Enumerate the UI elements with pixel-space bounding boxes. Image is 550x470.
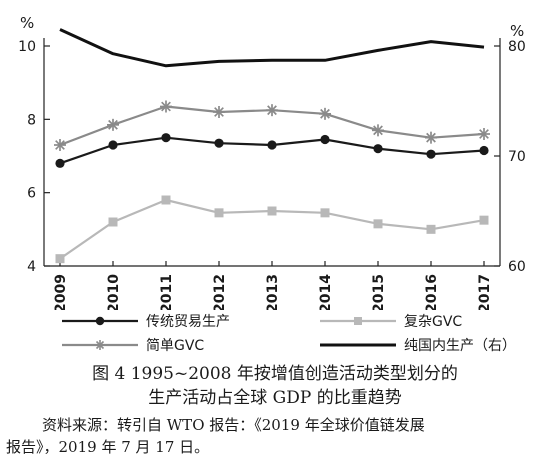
marker-stroke — [320, 108, 330, 119]
data-point — [267, 140, 277, 150]
marker-stroke — [108, 119, 118, 130]
chart-series — [54, 28, 490, 264]
data-point — [478, 128, 490, 140]
x-tick-label: 2017 — [477, 274, 493, 310]
x-tick-label: 2010 — [106, 274, 122, 310]
x-tick-label: 2011 — [159, 274, 175, 310]
y-right-tick-label: 60 — [508, 259, 526, 275]
marker-stroke — [161, 101, 171, 112]
legend-label-simple-gvc: 简单GVC — [146, 338, 205, 354]
data-point — [425, 131, 437, 144]
y-right-unit: % — [510, 22, 524, 40]
legend-label-traditional: 传统贸易生产 — [146, 314, 230, 330]
data-point — [214, 138, 224, 148]
data-point — [108, 217, 118, 227]
data-point — [54, 139, 66, 151]
x-tick-label: 2015 — [371, 274, 387, 310]
data-point — [107, 118, 119, 131]
chart-legend: 传统贸易生产 复杂GVC 简单GVC 纯国内生产（右） — [0, 308, 550, 358]
x-tick-label: 2014 — [318, 274, 334, 310]
data-point — [267, 206, 277, 216]
legend-swatch-complex-gvc — [320, 317, 396, 325]
data-point — [426, 149, 436, 159]
data-point — [479, 215, 489, 225]
data-point — [319, 107, 331, 120]
data-point — [161, 133, 171, 143]
source-line-2: 报告》，2019 年 7 月 17 日。 — [6, 438, 210, 456]
data-point — [213, 106, 225, 118]
data-point — [161, 195, 171, 205]
data-point — [373, 144, 383, 154]
marker-stroke — [426, 132, 436, 143]
x-tick-label: 2013 — [265, 274, 281, 310]
data-point — [372, 124, 384, 137]
data-point — [55, 254, 65, 264]
legend-label-complex-gvc: 复杂GVC — [404, 314, 463, 330]
data-point — [320, 208, 330, 218]
line-chart: % % 4 6 8 10 60 70 80 2009 2010 2011 2012 2013 2014 201… — [18, 14, 526, 310]
legend-item-complex-gvc: 复杂GVC — [318, 310, 462, 332]
x-tick-label: 2009 — [53, 274, 69, 310]
y-left-tick-label: 6 — [27, 186, 36, 202]
caption-line-1: 图 4 1995~2008 年按增值创造活动类型划分的 — [92, 364, 458, 384]
chart-axes: % % 4 6 8 10 60 70 80 2009 2010 2011 2012 2013 2014 201… — [18, 14, 526, 310]
series-3 — [59, 28, 485, 68]
legend-item-traditional: 传统贸易生产 — [60, 310, 230, 332]
marker-stroke — [373, 125, 383, 136]
marker-stroke — [267, 105, 277, 116]
marker-stroke — [479, 129, 489, 139]
data-point — [320, 134, 330, 145]
data-point — [479, 145, 489, 156]
y-left-tick-label: 8 — [27, 112, 36, 128]
legend-item-simple-gvc: 简单GVC — [60, 334, 204, 356]
y-left-tick-label: 10 — [18, 39, 36, 55]
series-1 — [55, 195, 489, 264]
legend-swatch-traditional — [62, 316, 138, 326]
data-point — [426, 224, 436, 234]
caption-line-2: 生产活动占全球 GDP 的比重趋势 — [148, 388, 402, 408]
marker-stroke — [214, 107, 224, 117]
y-right-tick-label: 70 — [508, 149, 526, 165]
data-point — [373, 219, 383, 229]
legend-swatch-simple-gvc — [62, 340, 138, 350]
series-0 — [55, 133, 489, 168]
figure-caption: 图 4 1995~2008 年按增值创造活动类型划分的 生产活动占全球 GDP … — [0, 362, 550, 410]
x-tick-label: 2012 — [212, 274, 228, 310]
marker-stroke — [55, 140, 65, 150]
data-point — [108, 140, 118, 150]
legend-swatch-domestic — [320, 343, 396, 347]
source-line-1: 资料来源：转引自 WTO 报告：《2019 年全球价值链发展 — [42, 416, 425, 434]
data-point — [214, 208, 224, 218]
legend-label-domestic: 纯国内生产（右） — [404, 338, 516, 354]
data-point — [55, 158, 65, 168]
y-left-unit: % — [20, 14, 34, 32]
data-point — [266, 104, 278, 117]
series-line-3 — [59, 28, 485, 68]
series-2 — [54, 100, 490, 151]
y-left-tick-label: 4 — [27, 259, 36, 275]
y-right-tick-label: 80 — [508, 39, 526, 55]
x-tick-label: 2016 — [424, 274, 440, 310]
source-note: 资料来源：转引自 WTO 报告：《2019 年全球价值链发展 报告》，2019 … — [6, 414, 546, 458]
data-point — [160, 100, 172, 113]
legend-item-domestic: 纯国内生产（右） — [318, 334, 516, 356]
